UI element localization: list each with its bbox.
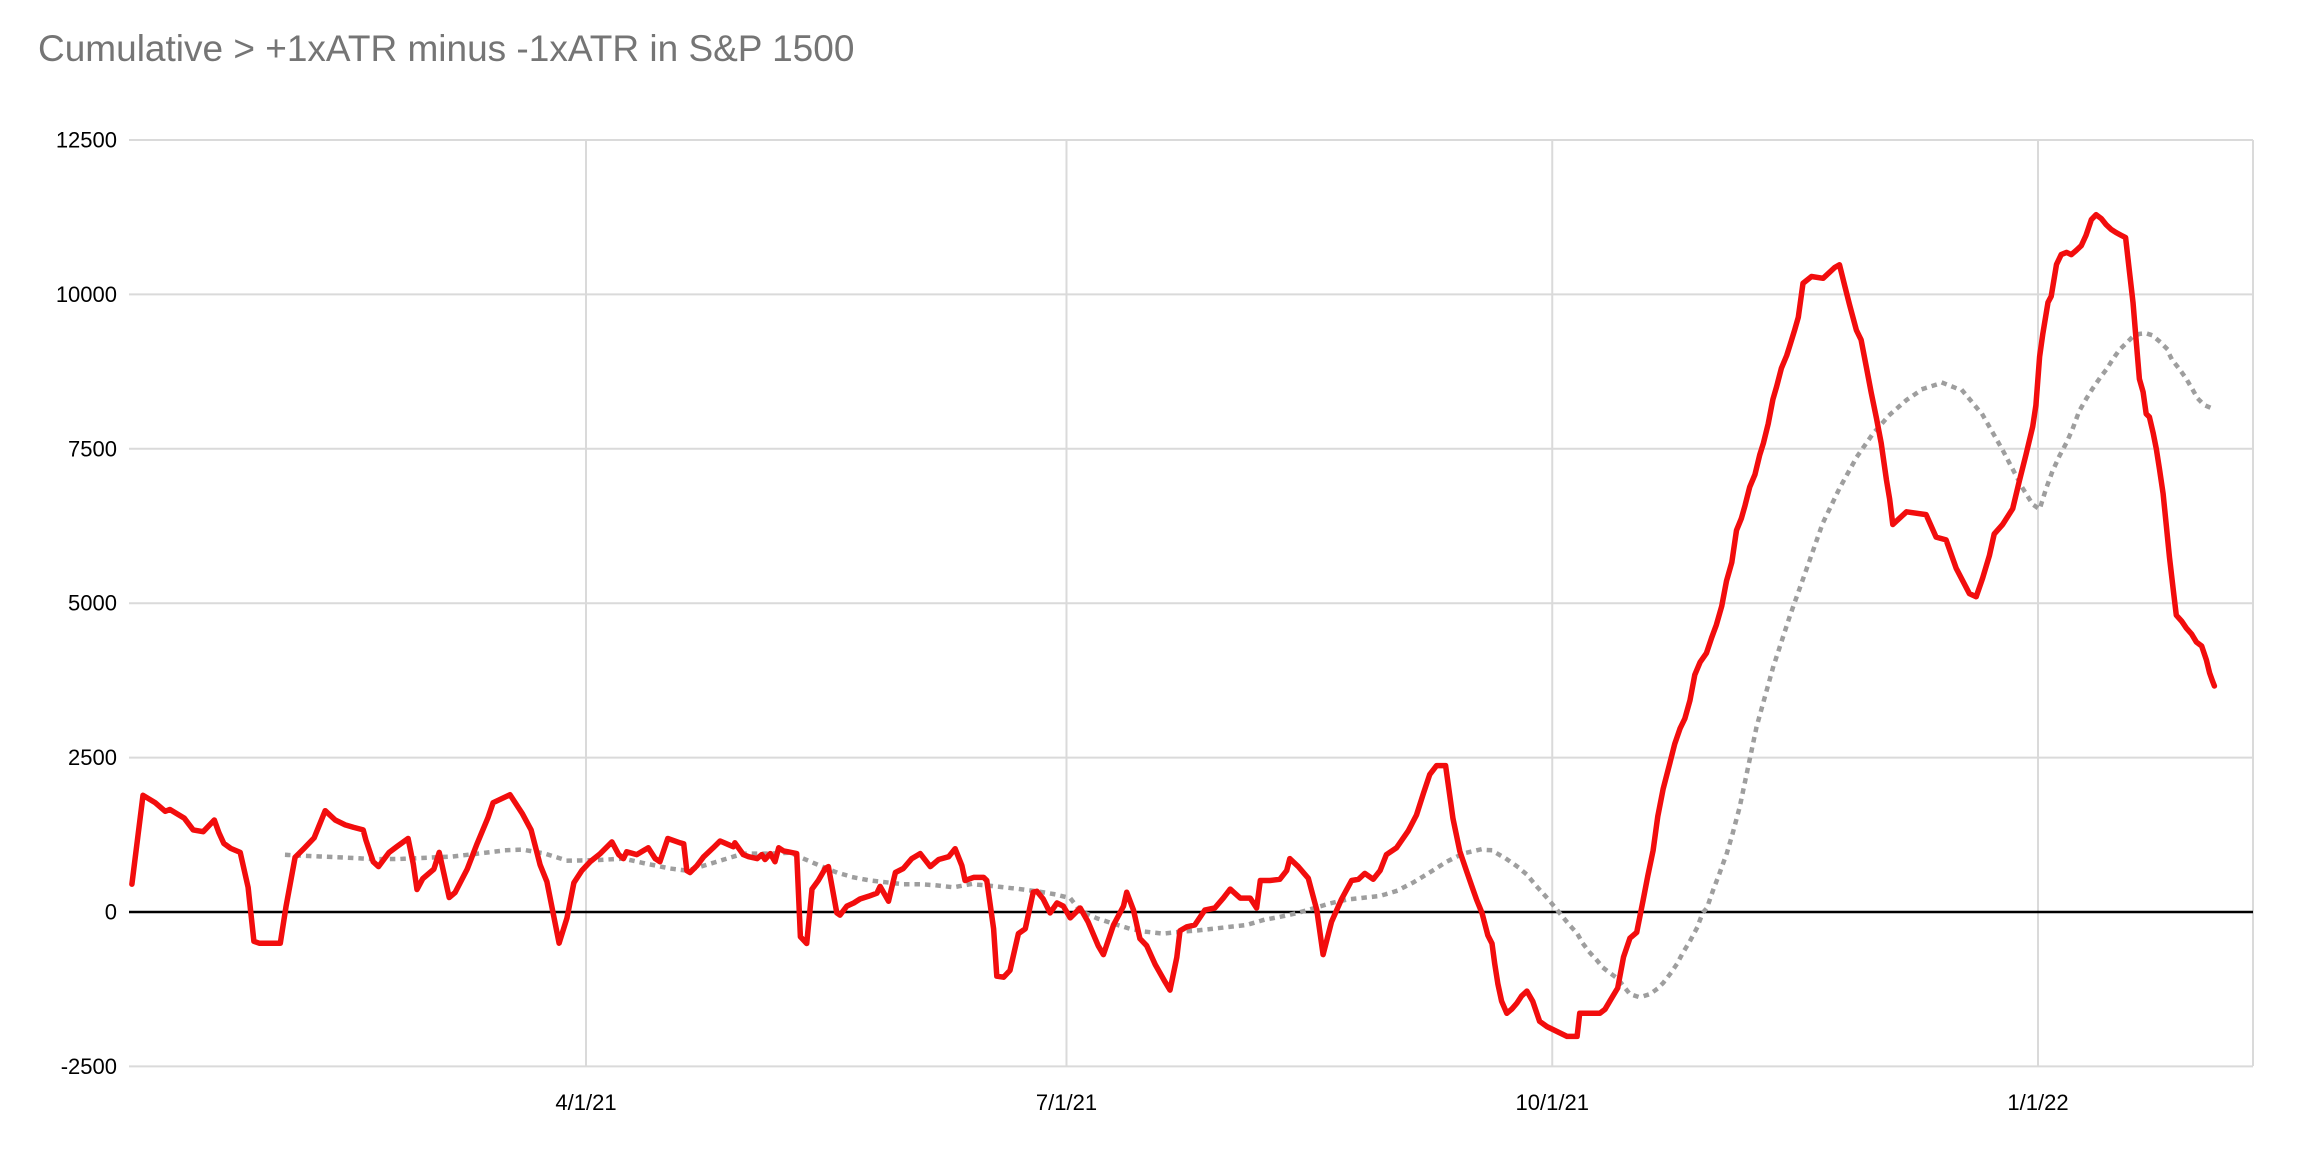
y-axis-tick-label: 5000 <box>68 591 117 616</box>
chart-title: Cumulative > +1xATR minus -1xATR in S&P … <box>38 28 855 69</box>
y-axis-tick-label: 2500 <box>68 745 117 770</box>
y-axis-tick-label: 0 <box>105 900 117 925</box>
series-red-solid-path <box>129 211 2218 1040</box>
x-axis-tick-label: 7/1/21 <box>1036 1090 1097 1115</box>
y-axis-tick-label: 7500 <box>68 436 117 461</box>
x-axis-tick-label: 10/1/21 <box>1516 1090 1589 1115</box>
x-axis-tick-label: 1/1/22 <box>2007 1090 2068 1115</box>
x-axis-tick-label: 4/1/21 <box>555 1090 616 1115</box>
y-axis-tick-label: 12500 <box>56 128 117 153</box>
y-axis-tick-label: -2500 <box>61 1054 117 1079</box>
y-axis-tick-label: 10000 <box>56 282 117 307</box>
